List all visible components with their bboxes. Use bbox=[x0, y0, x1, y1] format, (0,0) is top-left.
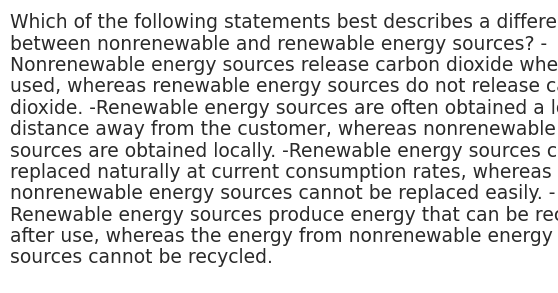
Text: sources cannot be recycled.: sources cannot be recycled. bbox=[10, 248, 273, 268]
Text: sources are obtained locally. -Renewable energy sources can be: sources are obtained locally. -Renewable… bbox=[10, 142, 558, 161]
Text: Which of the following statements best describes a difference: Which of the following statements best d… bbox=[10, 13, 558, 32]
Text: Renewable energy sources produce energy that can be recycled: Renewable energy sources produce energy … bbox=[10, 206, 558, 225]
Text: distance away from the customer, whereas nonrenewable energy: distance away from the customer, whereas… bbox=[10, 120, 558, 139]
Text: dioxide. -Renewable energy sources are often obtained a long: dioxide. -Renewable energy sources are o… bbox=[10, 99, 558, 118]
Text: replaced naturally at current consumption rates, whereas: replaced naturally at current consumptio… bbox=[10, 163, 552, 182]
Text: used, whereas renewable energy sources do not release carbon: used, whereas renewable energy sources d… bbox=[10, 77, 558, 96]
Text: Nonrenewable energy sources release carbon dioxide when: Nonrenewable energy sources release carb… bbox=[10, 56, 558, 75]
Text: after use, whereas the energy from nonrenewable energy: after use, whereas the energy from nonre… bbox=[10, 227, 553, 246]
Text: nonrenewable energy sources cannot be replaced easily. -: nonrenewable energy sources cannot be re… bbox=[10, 184, 555, 203]
Text: between nonrenewable and renewable energy sources? -: between nonrenewable and renewable energ… bbox=[10, 35, 547, 54]
